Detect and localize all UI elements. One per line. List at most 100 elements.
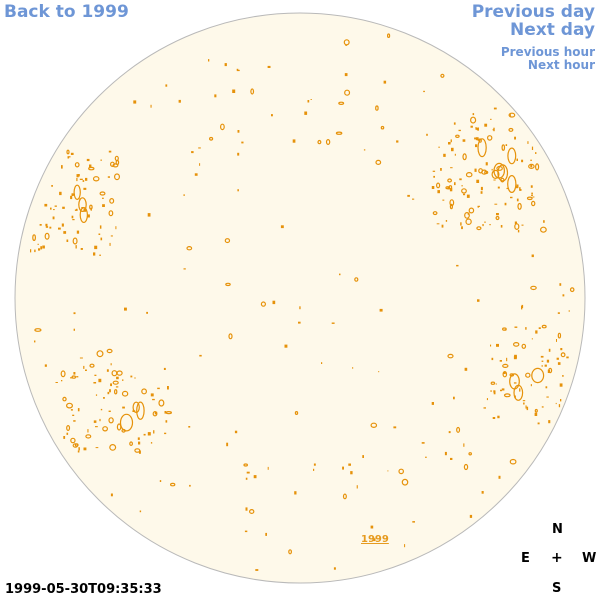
magnetic-feature (245, 477, 248, 480)
magnetic-feature (335, 131, 343, 135)
year-marker-link[interactable]: 1999 (361, 534, 389, 545)
magnetic-feature (338, 101, 345, 106)
magnetic-feature (75, 245, 77, 249)
magnetic-feature (519, 388, 521, 392)
magnetic-feature (476, 226, 482, 231)
magnetic-feature (521, 343, 527, 349)
magnetic-feature (354, 277, 359, 282)
magnetic-feature (45, 226, 49, 228)
magnetic-feature (516, 198, 519, 202)
magnetic-feature (199, 163, 201, 166)
magnetic-feature (505, 144, 508, 146)
magnetic-features (30, 33, 575, 571)
magnetic-feature (73, 312, 76, 315)
magnetic-feature (476, 127, 479, 131)
magnetic-feature (110, 235, 113, 237)
magnetic-feature (61, 165, 63, 169)
magnetic-feature (507, 175, 517, 194)
magnetic-feature (535, 152, 537, 154)
magnetic-feature (265, 532, 267, 536)
previous-hour-link[interactable]: Previous hour (500, 45, 595, 59)
magnetic-feature (528, 163, 535, 169)
magnetic-feature (100, 237, 103, 241)
magnetic-feature (486, 398, 488, 401)
magnetic-feature (559, 383, 563, 387)
magnetic-feature (481, 491, 484, 494)
magnetic-feature (100, 408, 103, 411)
magnetic-feature (150, 442, 153, 444)
magnetic-feature (470, 116, 477, 124)
magnetic-feature (66, 432, 69, 435)
magnetic-feature (383, 80, 387, 84)
magnetic-feature (449, 203, 453, 210)
magnetic-feature (489, 224, 491, 226)
magnetic-feature (245, 507, 248, 511)
magnetic-feature (485, 162, 488, 166)
magnetic-feature (110, 493, 113, 497)
magnetic-feature (477, 138, 487, 158)
magnetic-feature (116, 376, 119, 380)
magnetic-feature (569, 287, 575, 293)
back-to-year-link[interactable]: Back to 1999 (4, 2, 129, 22)
magnetic-feature (538, 327, 541, 329)
magnetic-feature (450, 457, 453, 460)
magnetic-feature (72, 414, 75, 416)
previous-day-link[interactable]: Previous day (471, 2, 595, 22)
magnetic-feature (112, 163, 119, 168)
magnetic-feature (557, 362, 561, 365)
magnetic-feature (493, 127, 495, 132)
magnetic-feature (147, 432, 151, 436)
magnetic-feature (129, 441, 134, 447)
magnetic-feature (475, 144, 478, 148)
magnetic-feature (449, 188, 453, 192)
magnetic-feature (433, 175, 435, 178)
magnetic-feature (85, 369, 87, 371)
magnetic-feature (440, 168, 442, 171)
magnetic-feature (461, 185, 463, 187)
magnetic-feature (146, 311, 148, 314)
magnetic-feature (30, 249, 32, 253)
magnetic-feature (339, 273, 341, 276)
magnetic-feature (431, 402, 434, 405)
magnetic-feature (66, 149, 70, 155)
magnetic-feature (183, 268, 186, 270)
magnetic-feature (236, 69, 240, 72)
magnetic-feature (310, 99, 312, 100)
magnetic-feature (499, 360, 502, 362)
next-day-link[interactable]: Next day (510, 20, 595, 40)
magnetic-feature (93, 252, 96, 256)
magnetic-feature (77, 450, 80, 453)
magnetic-feature (541, 324, 547, 329)
magnetic-feature (139, 450, 141, 454)
magnetic-feature (112, 380, 119, 385)
magnetic-feature (350, 471, 353, 475)
magnetic-feature (451, 147, 454, 152)
magnetic-feature (540, 355, 544, 358)
next-hour-link[interactable]: Next hour (527, 58, 595, 72)
magnetic-feature (541, 360, 544, 362)
magnetic-feature (475, 127, 477, 130)
magnetic-feature (464, 211, 470, 219)
magnetic-feature (71, 375, 77, 379)
magnetic-feature (379, 308, 383, 312)
magnetic-feature (495, 215, 500, 221)
compass-north-label: N (552, 522, 563, 537)
magnetic-feature (514, 136, 516, 140)
magnetic-feature (503, 393, 511, 398)
magnetic-feature (448, 142, 451, 145)
magnetic-feature (456, 264, 459, 267)
magnetic-feature (560, 352, 566, 358)
magnetic-feature (199, 354, 202, 357)
magnetic-feature (82, 180, 85, 182)
magnetic-feature (292, 139, 296, 143)
magnetic-feature (136, 401, 145, 420)
magnetic-feature (462, 153, 467, 161)
magnetic-feature (556, 357, 559, 360)
magnetic-feature (530, 159, 532, 161)
magnetic-feature (425, 456, 427, 458)
magnetic-feature (95, 426, 98, 428)
magnetic-feature (108, 410, 111, 412)
magnetic-feature (510, 196, 513, 199)
magnetic-feature (546, 359, 550, 363)
